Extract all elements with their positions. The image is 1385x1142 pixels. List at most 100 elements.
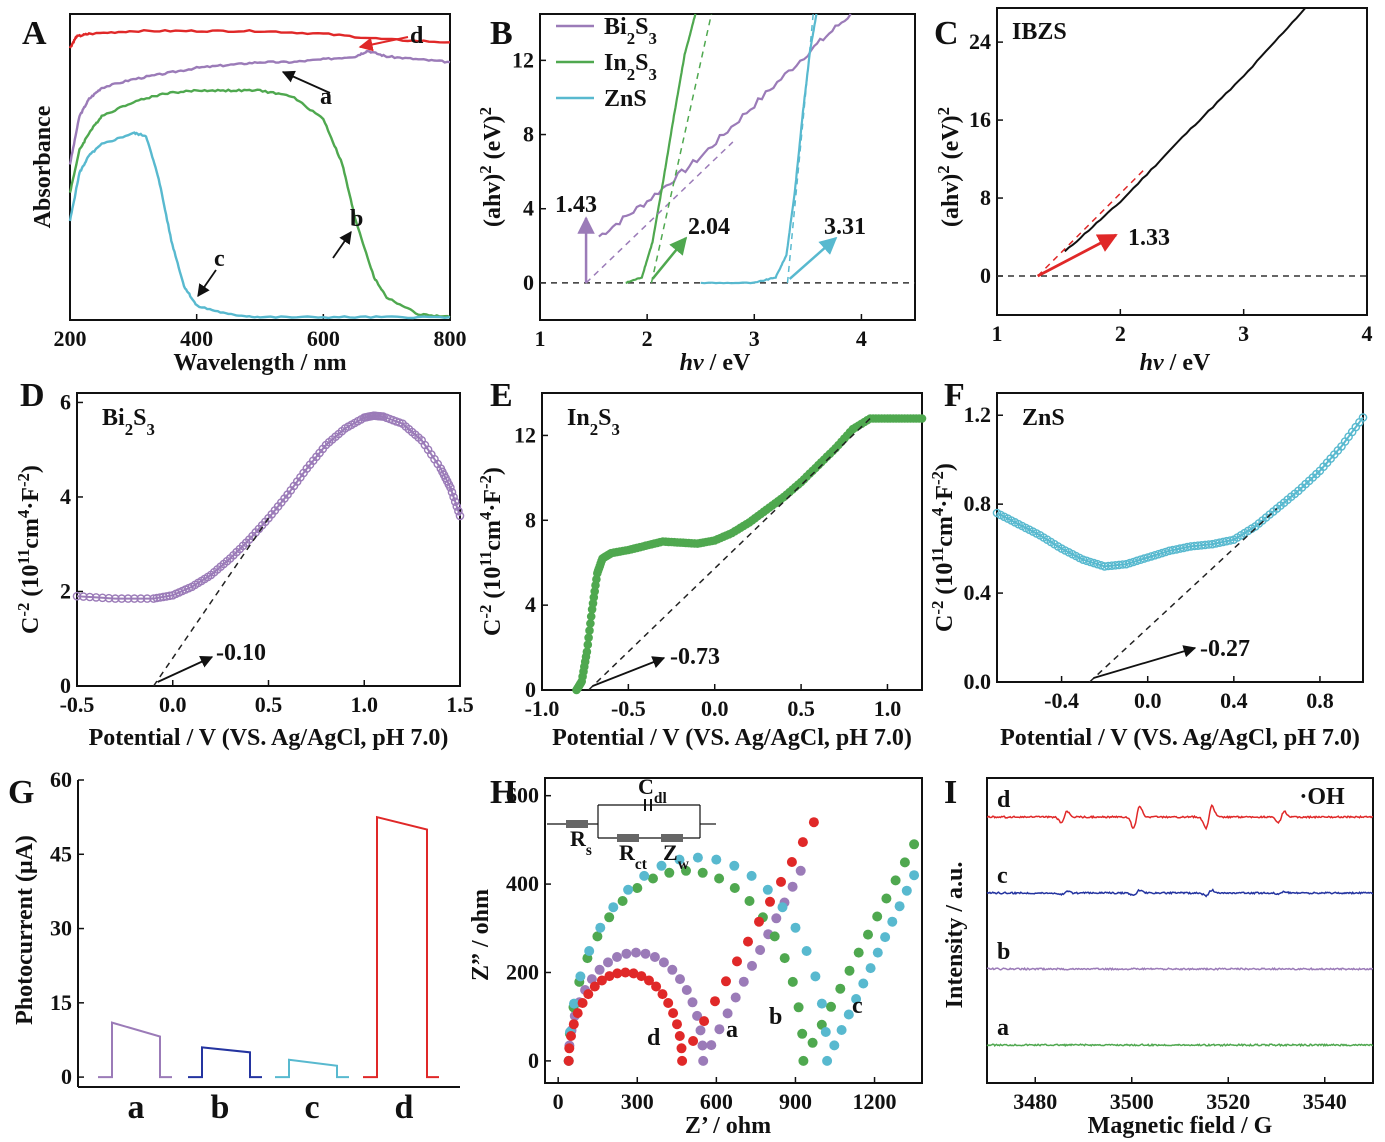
panel-h-point-b bbox=[890, 875, 901, 886]
panel-d-point bbox=[79, 592, 88, 601]
panel-a-frame bbox=[69, 13, 451, 321]
panel-b-legend-label-part: S bbox=[635, 50, 648, 76]
panel-b-curve-In2S3 bbox=[625, 13, 697, 284]
panel-c-ylabel: (ahv)2 (eV)2 bbox=[934, 107, 965, 227]
panel-h-point-a bbox=[681, 985, 692, 995]
panel-d-ytick-label: 2 bbox=[60, 578, 71, 603]
panel-h-label-c: c bbox=[852, 993, 863, 1019]
panel-i-xtick-label: 3520 bbox=[1206, 1089, 1250, 1114]
panel-e-title: In2S3 bbox=[567, 405, 620, 439]
panel-h-point-a bbox=[675, 974, 685, 985]
panel-h-point-d bbox=[699, 1016, 710, 1027]
panel-e-ytick-label: 4 bbox=[525, 592, 536, 617]
panel-g-ylabel: Photocurrent (μA) bbox=[12, 835, 38, 1025]
panel-f-ylabel-part: (10 bbox=[932, 563, 958, 601]
panel-h-point-d bbox=[797, 837, 808, 848]
panel-e-title-part: 3 bbox=[611, 420, 619, 439]
panel-c-xtick-label: 1 bbox=[992, 321, 1003, 346]
panel-h-point-d bbox=[596, 975, 607, 986]
panel-h-point-d bbox=[566, 1031, 576, 1041]
panel-h-point-c bbox=[822, 1055, 833, 1066]
panel-h-point-c bbox=[829, 1040, 840, 1051]
panel-f-ylabel-part: 4 bbox=[928, 507, 947, 516]
panel-f-annotation: -0.27 bbox=[1200, 636, 1250, 662]
panel-d-title-part: S bbox=[133, 405, 146, 431]
panel-h-point-a bbox=[722, 1008, 733, 1019]
panel-h-point-d bbox=[776, 876, 786, 887]
panel-c-ytick-label: 0 bbox=[980, 263, 991, 288]
panel-h-point-c bbox=[801, 946, 812, 956]
panel-e-ylabel-part: C bbox=[480, 619, 506, 636]
panel-d-title-part: Bi bbox=[102, 405, 125, 431]
panel-g-category-c: c bbox=[304, 1089, 319, 1126]
panel-h-xtick-label: 900 bbox=[779, 1089, 812, 1114]
panel-label-a: A bbox=[22, 15, 47, 52]
panel-f-ytick-label: 0.0 bbox=[964, 669, 992, 694]
panel-a-xlabel: Wavelength / nm bbox=[173, 350, 346, 376]
panel-h-point-d bbox=[663, 998, 674, 1008]
panel-d-point bbox=[454, 506, 463, 516]
panel-h-point-c bbox=[656, 860, 667, 871]
circuit-zw-label: Zw bbox=[663, 840, 690, 873]
panel-a-arrow-a bbox=[281, 70, 331, 94]
panel-h-point-b bbox=[909, 839, 920, 850]
panel-f-ylabel-part: ·F bbox=[932, 485, 958, 508]
panel-h-point-d bbox=[583, 989, 594, 1000]
panel-e-ylabel-part: (10 bbox=[480, 567, 506, 605]
panel-h-point-b bbox=[844, 965, 855, 976]
panel-i-xtick-label: 3480 bbox=[1013, 1089, 1057, 1114]
panel-h-point-d bbox=[754, 916, 764, 927]
panel-b-legend-label-part: Bi bbox=[604, 14, 627, 40]
panel-h-point-b bbox=[835, 983, 846, 994]
panel-b-arrow-in2s3 bbox=[651, 236, 688, 280]
panel-f-ylabel-part: -2 bbox=[928, 471, 947, 485]
panel-label-e: E bbox=[490, 377, 513, 414]
panel-f-ylabel-part: ) bbox=[932, 463, 958, 471]
panel-d-ylabel-part: cm bbox=[18, 518, 44, 549]
panel-f-ylabel-part: C bbox=[932, 615, 958, 632]
panel-e-point bbox=[586, 612, 596, 621]
panel-b-ylabel-part: 2 bbox=[476, 107, 495, 115]
panel-e-ylabel-part: 11 bbox=[476, 551, 495, 567]
panel-a-arrow-c bbox=[197, 269, 217, 298]
panel-e-annotation: -0.73 bbox=[670, 644, 720, 670]
panel-h-point-d bbox=[564, 1043, 575, 1054]
panel-c-title: IBZS bbox=[1012, 19, 1067, 45]
panel-h-point-c bbox=[711, 854, 722, 865]
panel-d-ylabel: C-2 (1011cm4·F-2) bbox=[14, 465, 45, 634]
panel-h-point-c bbox=[639, 870, 650, 881]
panel-h-point-b bbox=[744, 896, 755, 906]
circuit-rct-resistor bbox=[617, 834, 639, 842]
panel-h-ytick-label: 400 bbox=[506, 871, 539, 896]
panel-a-label-a: a bbox=[320, 84, 332, 110]
panel-c-annotation: 1.33 bbox=[1128, 225, 1170, 251]
panel-label-g: G bbox=[8, 774, 34, 811]
panel-d-xtick-label: 0.0 bbox=[159, 692, 187, 717]
circuit-rs-label-part: s bbox=[586, 842, 592, 859]
panel-f-point bbox=[1358, 413, 1368, 422]
panel-e-point bbox=[586, 619, 595, 628]
panel-f-ylabel-part: 11 bbox=[928, 547, 947, 563]
panel-a-xtick-label: 600 bbox=[307, 326, 340, 351]
panel-e-ylabel-part: -2 bbox=[476, 475, 495, 489]
panel-b-annotation-in2s3: 2.04 bbox=[688, 214, 730, 240]
panel-h-xtick-label: 600 bbox=[700, 1089, 733, 1114]
panel-f-ylabel-part: -2 bbox=[928, 601, 947, 615]
panel-d-ytick-label: 4 bbox=[60, 484, 71, 509]
panel-b-xtick-label: 3 bbox=[749, 326, 760, 351]
panel-a-label-d: d bbox=[410, 23, 424, 49]
panel-h-point-a bbox=[612, 952, 622, 962]
panel-h-xtick-label: 300 bbox=[621, 1089, 654, 1114]
panel-h-point-d bbox=[672, 1019, 682, 1030]
panel-d-point bbox=[142, 594, 152, 603]
panel-e-xtick-label: -0.5 bbox=[611, 696, 646, 721]
panel-h-point-a bbox=[594, 964, 605, 975]
panel-b-curve-ZnS bbox=[700, 13, 818, 285]
panel-h-point-d bbox=[651, 981, 662, 992]
panel-b-legend-label: In2S3 bbox=[604, 50, 657, 84]
panel-c-ytick-label: 8 bbox=[980, 185, 991, 210]
panel-h-point-d bbox=[721, 976, 731, 987]
panel-i-spectrum-b bbox=[986, 966, 1373, 971]
panel-f-title: ZnS bbox=[1022, 405, 1065, 431]
